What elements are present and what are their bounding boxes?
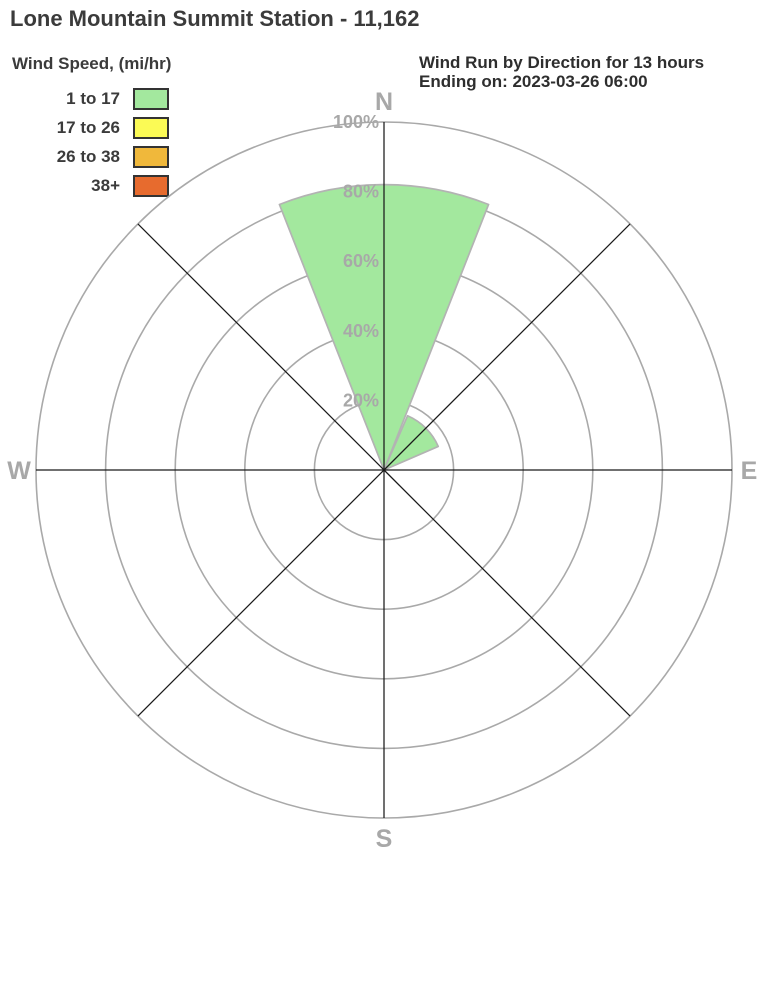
legend-item-label: 1 to 17 [66, 89, 120, 108]
chart-subtitle-line2: Ending on: 2023-03-26 06:00 [419, 72, 648, 91]
compass-label-S: S [376, 825, 393, 853]
ring-label-40: 40% [343, 321, 379, 341]
ring-label-80: 80% [343, 182, 379, 202]
chart-subtitle: Wind Run by Direction for 13 hours Endin… [419, 53, 704, 91]
legend-color-swatch [133, 117, 169, 139]
legend-color-swatch [133, 146, 169, 168]
legend-color-swatch [133, 175, 169, 197]
legend-item: 17 to 26 [12, 117, 171, 139]
spoke-225 [137, 469, 385, 717]
wind-speed-legend: Wind Speed, (mi/hr) 1 to 17 17 to 26 26 to… [12, 54, 171, 204]
ring-label-60: 60% [343, 251, 379, 271]
legend-color-swatch [133, 88, 169, 110]
legend-item: 38+ [12, 175, 171, 197]
legend-items: 1 to 17 17 to 26 26 to 38 38+ [12, 88, 171, 197]
ring-label-20: 20% [343, 390, 379, 410]
spoke-135 [383, 469, 631, 717]
spoke-45 [383, 223, 631, 471]
page-title: Lone Mountain Summit Station - 11,162 [10, 6, 420, 31]
compass-label-E: E [741, 457, 758, 485]
legend-item-label: 38+ [91, 176, 120, 195]
legend-item-label: 17 to 26 [56, 118, 120, 137]
ring-label-100: 100% [333, 112, 379, 132]
legend-item-label: 26 to 38 [56, 147, 120, 166]
spoke-315 [137, 223, 385, 471]
compass-label-W: W [7, 457, 31, 485]
legend-title: Wind Speed, (mi/hr) [12, 54, 172, 73]
legend-item: 1 to 17 [12, 88, 171, 110]
compass-label-N: N [375, 88, 393, 116]
legend-item: 26 to 38 [12, 146, 171, 168]
chart-subtitle-line1: Wind Run by Direction for 13 hours [419, 53, 705, 72]
